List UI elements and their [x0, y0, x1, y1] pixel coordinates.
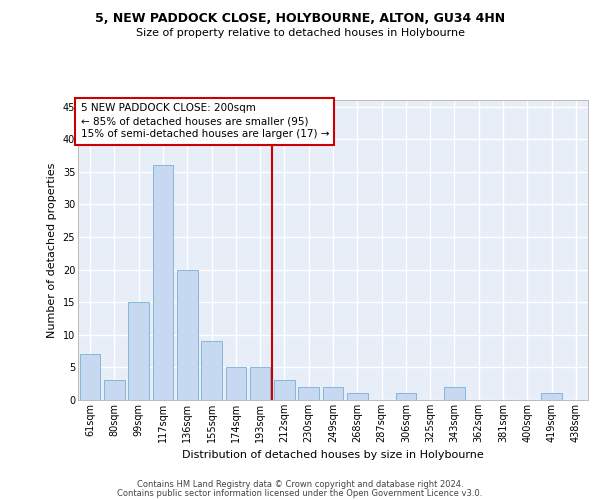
Bar	[298, 387, 319, 400]
Bar	[323, 387, 343, 400]
Text: Contains public sector information licensed under the Open Government Licence v3: Contains public sector information licen…	[118, 488, 482, 498]
Bar	[201, 342, 222, 400]
Bar	[128, 302, 149, 400]
Text: 5 NEW PADDOCK CLOSE: 200sqm
← 85% of detached houses are smaller (95)
15% of sem: 5 NEW PADDOCK CLOSE: 200sqm ← 85% of det…	[80, 103, 329, 140]
Bar	[274, 380, 295, 400]
Bar	[152, 165, 173, 400]
Text: Contains HM Land Registry data © Crown copyright and database right 2024.: Contains HM Land Registry data © Crown c…	[137, 480, 463, 489]
Bar	[250, 368, 271, 400]
Bar	[444, 387, 465, 400]
Bar	[104, 380, 125, 400]
Y-axis label: Number of detached properties: Number of detached properties	[47, 162, 57, 338]
Text: Size of property relative to detached houses in Holybourne: Size of property relative to detached ho…	[136, 28, 464, 38]
Bar	[80, 354, 100, 400]
Bar	[395, 394, 416, 400]
X-axis label: Distribution of detached houses by size in Holybourne: Distribution of detached houses by size …	[182, 450, 484, 460]
Bar	[226, 368, 246, 400]
Bar	[541, 394, 562, 400]
Bar	[177, 270, 197, 400]
Text: 5, NEW PADDOCK CLOSE, HOLYBOURNE, ALTON, GU34 4HN: 5, NEW PADDOCK CLOSE, HOLYBOURNE, ALTON,…	[95, 12, 505, 26]
Bar	[347, 394, 368, 400]
